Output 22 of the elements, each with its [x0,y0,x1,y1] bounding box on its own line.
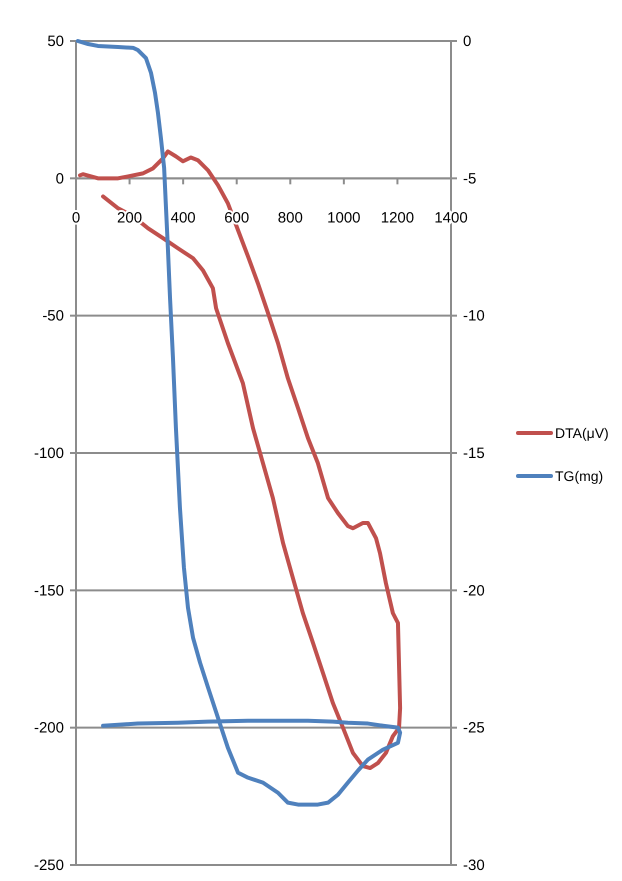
legend-label: DTA(μV) [555,425,609,441]
legend-label: TG(mg) [555,468,604,484]
x-tick-label: 1400 [434,209,468,226]
y2-tick-label: -30 [463,857,485,874]
y-tick-label: 0 [56,170,64,188]
y2-tick-label: -10 [463,308,485,325]
x-tick-label: 1000 [327,209,361,226]
y2-tick-label: -20 [463,582,485,600]
x-tick-label: 800 [278,209,303,226]
x-tick-label: 1200 [380,209,414,226]
y-tick-label: -150 [34,582,64,600]
x-tick-label: 400 [170,209,196,226]
y-tick-label: -250 [34,857,64,874]
y-tick-label: -100 [34,445,64,462]
x-tick-label: 0 [72,209,80,226]
y2-tick-label: -15 [463,445,485,462]
y2-tick-label: -5 [463,170,476,188]
y-tick-label: -50 [42,308,64,325]
y2-tick-label: 0 [463,33,472,50]
y2-tick-label: -25 [463,720,485,737]
y-tick-label: -200 [34,720,64,737]
y-tick-label: 50 [47,33,64,50]
